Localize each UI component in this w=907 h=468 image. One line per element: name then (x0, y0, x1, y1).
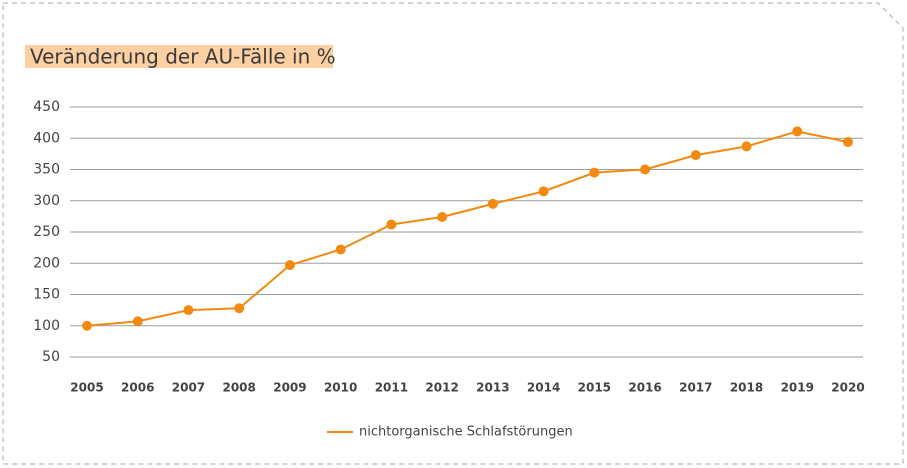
y-tick-label: 300 (33, 193, 60, 209)
data-point (843, 137, 853, 147)
x-tick-label: 2009 (273, 381, 306, 395)
x-tick-label: 2020 (831, 381, 864, 395)
data-point (335, 244, 346, 255)
data-point (183, 305, 194, 316)
x-tick-label: 2019 (781, 381, 814, 395)
data-point (741, 141, 752, 152)
chart-title: Veränderung der AU-Fälle in % (30, 45, 336, 69)
series-line (86, 130, 849, 327)
legend: nichtorganische Schlafstörungen (327, 425, 573, 440)
title-highlight (25, 45, 333, 68)
data-point (386, 219, 397, 230)
data-point (792, 126, 803, 137)
legend-label: nichtorganische Schlafstörungen (359, 425, 573, 440)
x-tick-label: 2011 (375, 381, 408, 395)
data-point (487, 198, 498, 209)
x-tick-label: 2017 (679, 381, 712, 395)
y-tick-label: 350 (33, 162, 60, 178)
x-tick-label: 2008 (222, 381, 255, 395)
data-point (538, 186, 549, 197)
y-tick-label: 450 (33, 99, 60, 115)
x-tick-label: 2012 (425, 381, 458, 395)
y-tick-label: 400 (33, 130, 60, 146)
data-point (589, 167, 600, 178)
y-tick-label: 100 (33, 318, 60, 334)
data-point (82, 320, 92, 331)
series-nichtorganische-schlafstoerungen (82, 126, 853, 331)
x-tick-label: 2015 (578, 381, 611, 395)
y-tick-label: 50 (42, 349, 60, 365)
x-tick-label: 2018 (730, 381, 763, 395)
data-point (640, 164, 651, 175)
x-tick-label: 2007 (172, 381, 205, 395)
x-tick-label: 2014 (527, 381, 560, 395)
x-axis-ticks: 2005 2006 2007 2008 2009 2010 2011 2012 2013 2014… (70, 381, 864, 395)
data-point (234, 303, 245, 314)
y-tick-label: 250 (33, 224, 60, 240)
data-point (437, 212, 448, 222)
x-tick-label: 2005 (70, 381, 103, 395)
data-point (132, 316, 143, 327)
x-tick-label: 2016 (628, 381, 661, 395)
x-tick-label: 2006 (121, 381, 154, 395)
y-axis-ticks: 50 100 150 200 250 300 350 400 450 (33, 99, 60, 365)
x-tick-label: 2013 (476, 381, 509, 395)
y-tick-label: 200 (33, 255, 60, 271)
y-tick-label: 150 (33, 287, 60, 303)
x-tick-label: 2010 (324, 381, 357, 395)
data-point (690, 150, 701, 161)
grid-lines (70, 106, 863, 358)
data-point (284, 260, 295, 271)
